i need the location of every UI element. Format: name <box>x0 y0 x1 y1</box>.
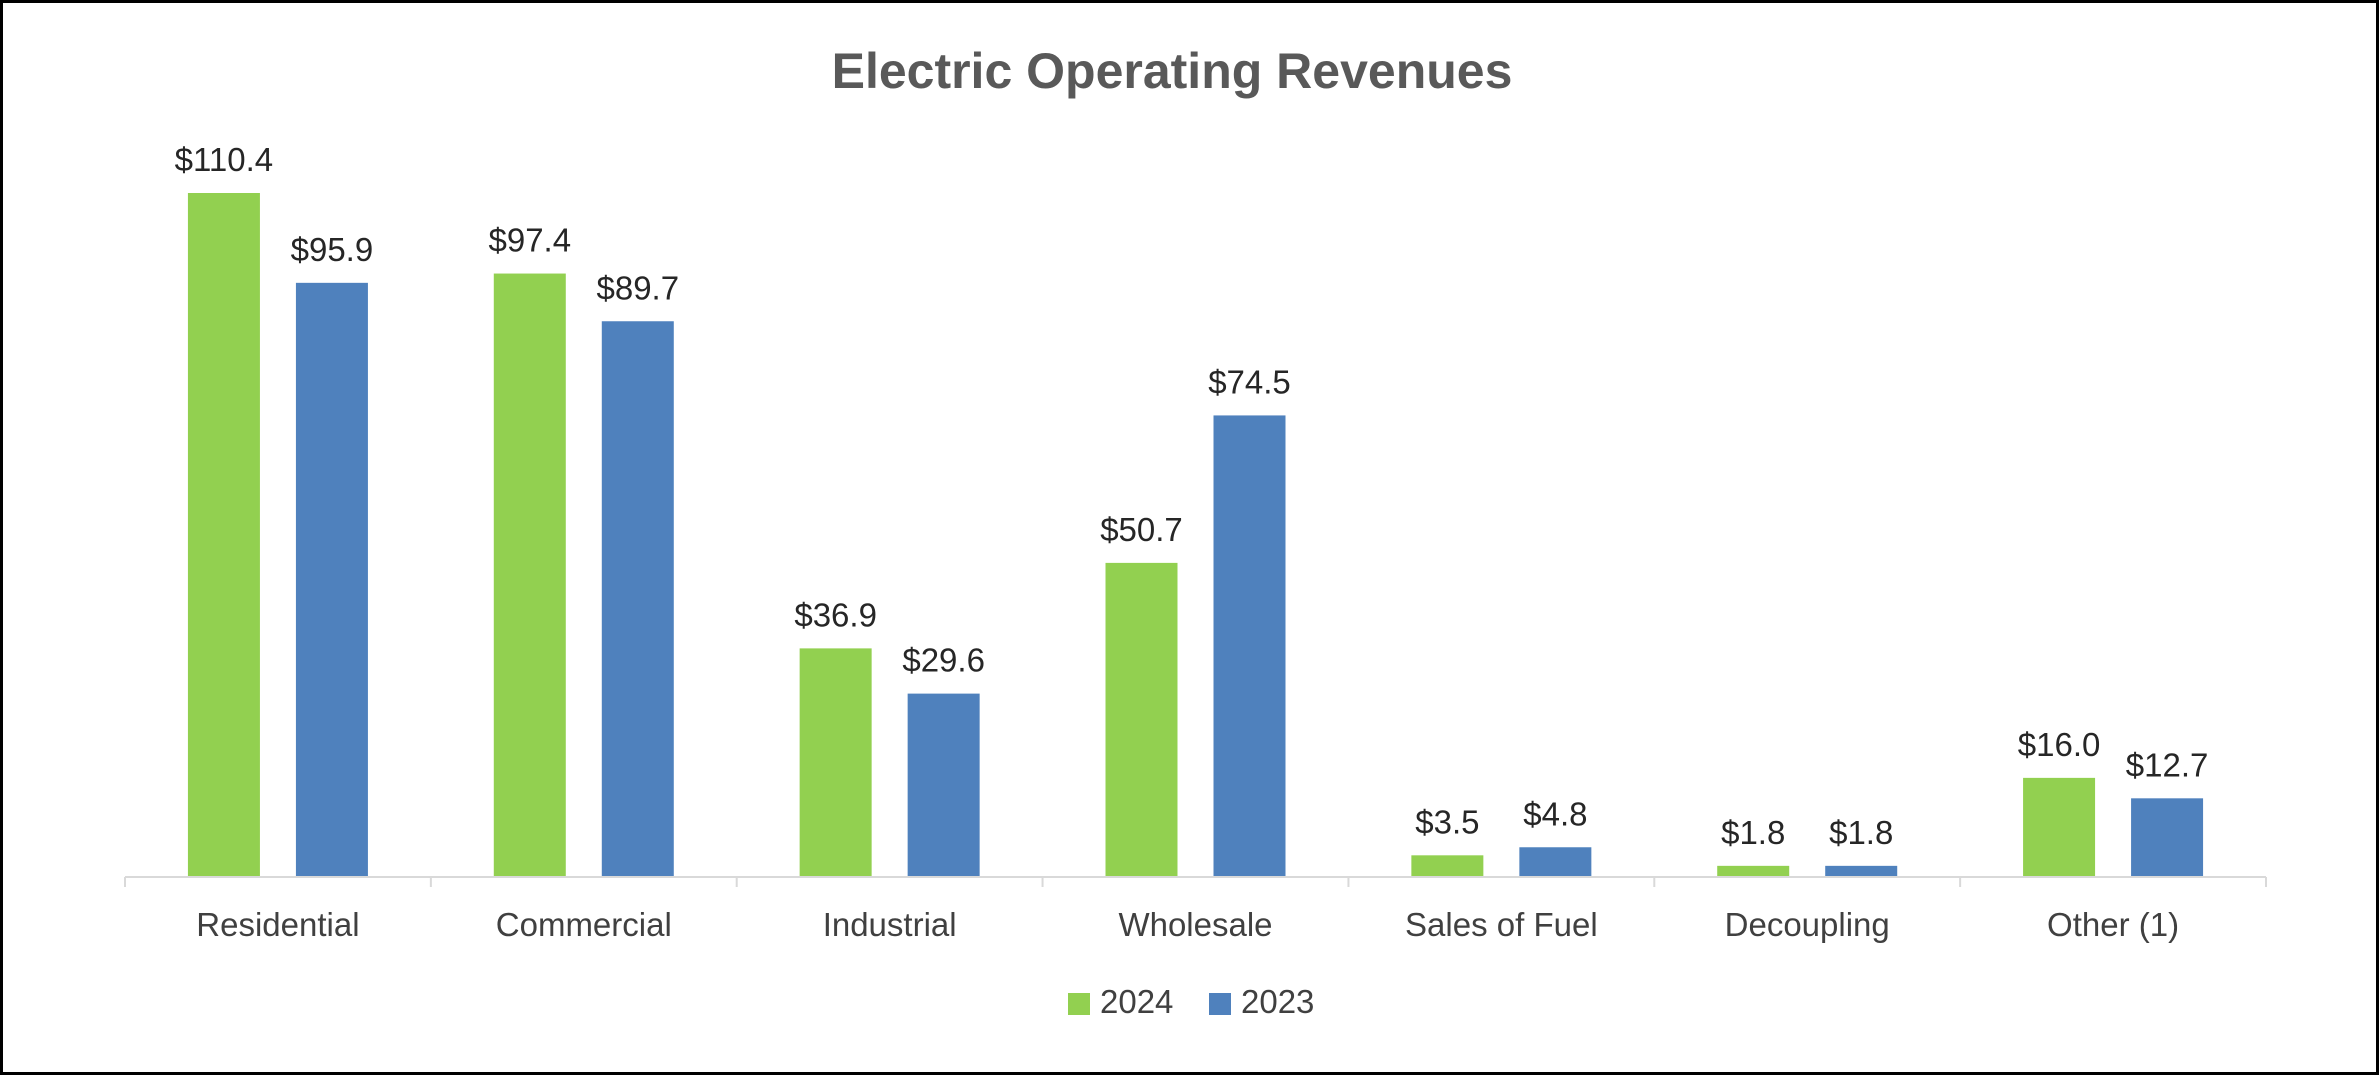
legend: 2024 2023 <box>1068 983 1314 1020</box>
bar-2023-commercial <box>601 321 674 877</box>
chart-svg: Electric Operating Revenues $110.4$95.9 $… <box>124 43 2267 1020</box>
legend-swatch-2023 <box>1209 993 1231 1015</box>
data-label: $16.0 <box>2018 726 2101 763</box>
category-label: Commercial <box>496 906 672 943</box>
data-label: $89.7 <box>596 269 679 306</box>
legend-label: 2024 <box>1100 983 1173 1020</box>
bar-2024-residential <box>187 193 260 877</box>
bar-2024-wholesale <box>1105 562 1178 877</box>
bar-2023-wholesale <box>1213 415 1286 877</box>
data-label: $3.5 <box>1415 803 1479 840</box>
data-label: $36.9 <box>794 596 877 633</box>
bar-2024-decoupling <box>1717 865 1790 877</box>
chart-title: Electric Operating Revenues <box>832 43 1513 99</box>
bars-layer <box>187 193 2204 878</box>
bar-2023-residential <box>295 282 368 878</box>
bar-2023-decoupling <box>1825 865 1898 877</box>
legend-swatch-2024 <box>1068 993 1090 1015</box>
bar-2023-industrial <box>907 693 980 877</box>
data-label: $4.8 <box>1523 795 1587 832</box>
category-label: Industrial <box>823 906 957 943</box>
data-label: $29.6 <box>902 642 985 679</box>
data-labels-layer: $110.4 $95.9 $97.4 $89.7 $36.9 $29.6 $50.7 $74.… <box>175 141 2209 851</box>
category-label: Other (1) <box>2047 906 2179 943</box>
data-label: $50.7 <box>1100 511 1183 548</box>
category-label: Residential <box>196 906 359 943</box>
x-axis-ticks <box>124 877 2267 887</box>
legend-label: 2023 <box>1241 983 1314 1020</box>
data-label: $74.5 <box>1208 363 1291 400</box>
bar-2024-commercial <box>493 273 566 878</box>
data-label: $1.8 <box>1829 814 1893 851</box>
bar-2023-other-1- <box>2131 798 2204 877</box>
data-label: $97.4 <box>488 222 571 259</box>
data-label: $1.8 <box>1721 814 1785 851</box>
data-label: $110.4 <box>175 141 273 178</box>
category-labels-layer: Residential Commercial Industrial Wholesale… <box>196 906 2179 943</box>
data-label: $12.7 <box>2126 746 2209 783</box>
data-label: $95.9 <box>291 231 374 268</box>
bar-2024-industrial <box>799 648 872 877</box>
bar-2024-sales-of-fuel <box>1411 855 1484 877</box>
bar-2024-other-1- <box>2023 777 2096 877</box>
category-label: Sales of Fuel <box>1405 906 1598 943</box>
category-label: Decoupling <box>1725 906 1890 943</box>
category-label: Wholesale <box>1118 906 1272 943</box>
bar-2023-sales-of-fuel <box>1519 847 1592 877</box>
